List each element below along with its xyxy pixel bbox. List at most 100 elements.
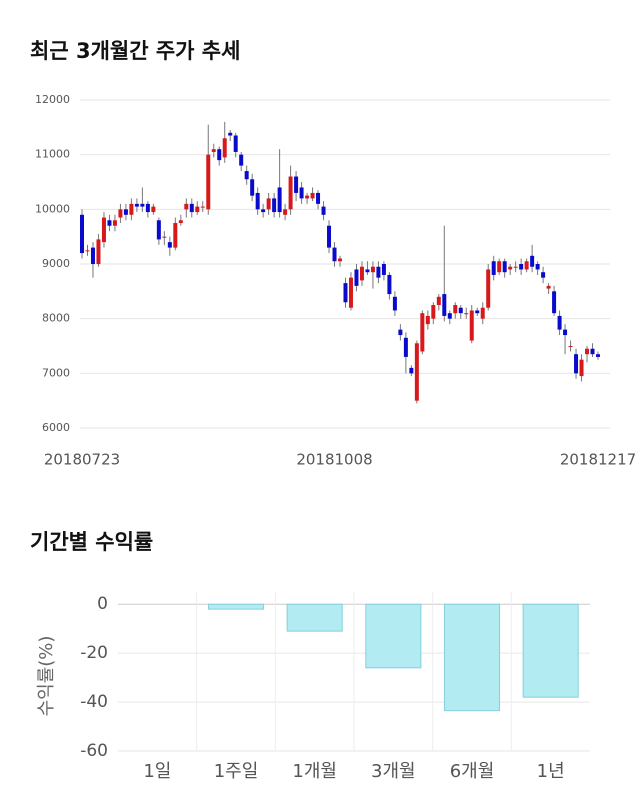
- bar: [286, 603, 343, 632]
- candle-body: [151, 206, 156, 213]
- y-tick-label: 10000: [35, 202, 70, 215]
- candle-body: [228, 132, 233, 136]
- candle-body: [244, 171, 249, 180]
- candle-body: [206, 154, 211, 210]
- candle-body: [348, 277, 353, 308]
- candle-body: [381, 264, 386, 275]
- y-tick-label: 12000: [35, 93, 70, 106]
- candle-body: [387, 274, 392, 295]
- candle-body: [563, 329, 568, 336]
- y-tick-label: -40: [80, 692, 108, 712]
- x-tick-label: 6개월: [450, 761, 495, 782]
- y-tick-label: 8000: [42, 312, 70, 325]
- candle-body: [239, 154, 244, 166]
- candle-body: [80, 214, 84, 254]
- candle-body: [277, 187, 282, 213]
- candle-body: [425, 315, 430, 325]
- candle-body: [222, 138, 227, 158]
- candle-body: [321, 206, 326, 215]
- bar: [365, 603, 422, 669]
- x-tick-label: 20181008: [296, 451, 372, 469]
- candle-body: [173, 223, 178, 248]
- candle-body: [288, 176, 293, 210]
- candle-body: [250, 179, 255, 196]
- candle-body: [129, 203, 134, 215]
- x-tick-label: 1일: [143, 761, 171, 782]
- candle-body: [310, 192, 315, 199]
- candle-body: [167, 242, 172, 248]
- candle-body: [162, 236, 167, 238]
- candle-body: [480, 307, 485, 319]
- candle-body: [535, 264, 540, 270]
- bar: [522, 603, 579, 698]
- candle-body: [189, 203, 194, 213]
- candle-body: [579, 359, 584, 377]
- y-tick-label: 11000: [35, 148, 70, 161]
- candle-body: [475, 310, 480, 314]
- bar: [443, 603, 501, 712]
- candle-body: [585, 348, 590, 355]
- candle-body: [112, 220, 117, 226]
- x-tick-label: 1년: [537, 761, 565, 782]
- candle-body: [211, 149, 216, 152]
- candle-body: [414, 343, 419, 401]
- x-tick-label: 20181217: [560, 451, 636, 469]
- candle-body: [557, 315, 562, 330]
- bar: [207, 603, 265, 610]
- x-tick-label: 3개월: [371, 761, 416, 782]
- candle-body: [508, 266, 513, 270]
- candle-body: [299, 187, 304, 199]
- candle-body: [519, 264, 524, 270]
- candle-body: [332, 247, 337, 262]
- candle-body: [255, 192, 260, 210]
- candle-body: [442, 294, 447, 316]
- candle-body: [546, 285, 551, 289]
- candle-body: [568, 346, 573, 347]
- candle-body: [552, 291, 557, 314]
- candle-body: [327, 225, 332, 248]
- y-tick-label: 7000: [42, 366, 70, 379]
- candle-body: [123, 209, 128, 215]
- y-tick-label: 0: [97, 594, 108, 614]
- candle-body: [453, 305, 458, 314]
- candle-body: [409, 367, 414, 374]
- candle-body: [140, 203, 145, 207]
- candle-body: [266, 198, 271, 210]
- candle-body: [392, 296, 397, 311]
- x-tick-label: 1개월: [292, 761, 337, 782]
- candle-body: [447, 313, 452, 319]
- candle-body: [178, 220, 183, 223]
- candle-body: [90, 247, 95, 264]
- y-tick-label: 9000: [42, 257, 70, 270]
- candle-body: [486, 269, 491, 308]
- y-axis-label: 수익률(%): [36, 636, 57, 717]
- candle-body: [365, 269, 370, 273]
- candle-body: [596, 354, 600, 357]
- candle-body: [217, 149, 222, 161]
- candle-body: [316, 192, 321, 204]
- candle-body: [195, 206, 200, 213]
- candle-body: [370, 266, 375, 273]
- candle-body: [156, 220, 161, 240]
- candle-body: [398, 329, 403, 336]
- candle-body: [294, 176, 299, 193]
- candle-body: [283, 209, 288, 215]
- candle-body: [359, 266, 364, 281]
- y-tick-label: -60: [80, 741, 108, 761]
- chart-title: 최근 3개월간 주가 추세: [30, 39, 240, 63]
- candle-body: [101, 217, 106, 243]
- candle-body: [513, 266, 518, 268]
- candle-body: [96, 239, 101, 264]
- candle-body: [107, 220, 112, 226]
- candle-body: [200, 206, 205, 208]
- candle-body: [354, 269, 359, 286]
- candle-body: [574, 354, 579, 374]
- candle-body: [134, 203, 139, 207]
- x-tick-label: 1주일: [214, 761, 259, 782]
- candle-body: [184, 203, 189, 210]
- candle-body: [305, 195, 310, 199]
- candle-body: [272, 198, 277, 213]
- candle-body: [530, 255, 535, 267]
- candle-body: [376, 266, 381, 278]
